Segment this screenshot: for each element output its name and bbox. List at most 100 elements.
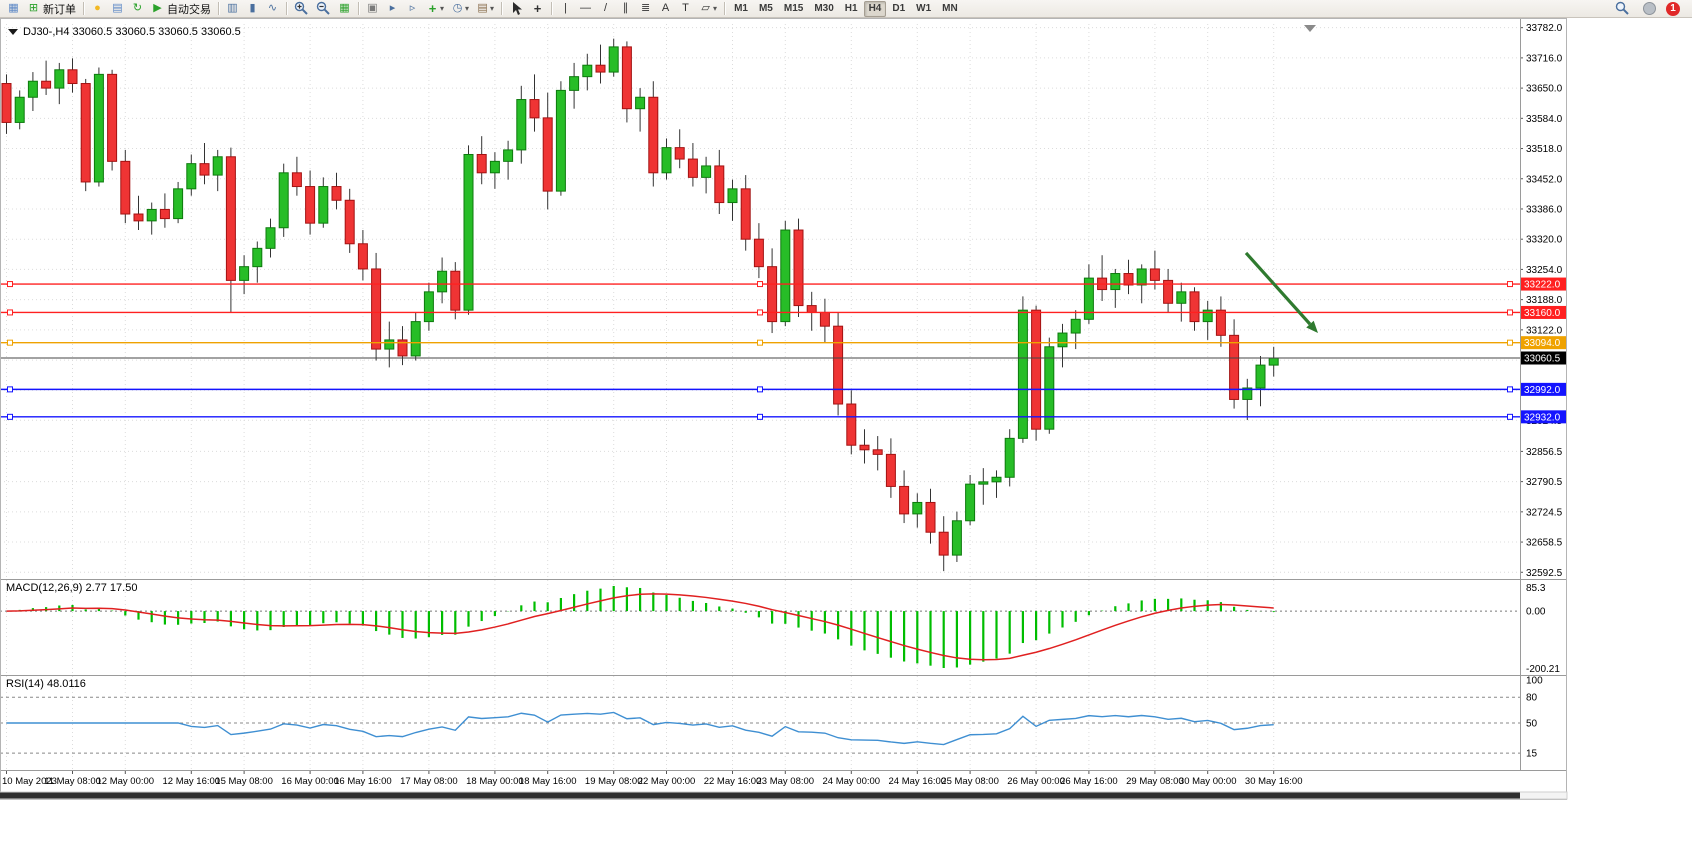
refresh-icon[interactable]: ↻	[132, 2, 143, 14]
timeframe-m5-button[interactable]: M5	[758, 3, 773, 14]
chart-shift-icon[interactable]: ▹	[409, 2, 416, 14]
channel-icon[interactable]: ∥	[622, 2, 629, 14]
svg-text:24 May 00:00: 24 May 00:00	[823, 776, 881, 787]
trendline-icon[interactable]: /	[604, 2, 608, 14]
indicators-icon[interactable]: + ▾	[428, 1, 445, 16]
svg-text:16 May 16:00: 16 May 16:00	[334, 776, 392, 787]
svg-text:30 May 00:00: 30 May 00:00	[1179, 776, 1237, 787]
svg-text:18 May 16:00: 18 May 16:00	[519, 776, 577, 787]
svg-text:33188.0: 33188.0	[1526, 295, 1563, 306]
timeframe-m1-button[interactable]: M1	[734, 3, 748, 14]
svg-text:12 May 00:00: 12 May 00:00	[97, 776, 155, 787]
new-chart-icon[interactable]: ▦	[8, 2, 19, 14]
svg-text:33160.0: 33160.0	[1524, 308, 1561, 319]
notification-badge[interactable]: 1	[1666, 1, 1680, 16]
toolbar-separator	[724, 2, 726, 15]
chart-canvas[interactable]: 33782.0 33716.0 33650.0 33584.0 33518.0 33452…	[0, 18, 1692, 860]
horizontal-line-icon[interactable]: —	[580, 2, 592, 14]
text-label-icon[interactable]: T	[682, 2, 689, 14]
svg-text:17 May 08:00: 17 May 08:00	[400, 776, 458, 787]
price-tag-32932.0: 32932.0	[1521, 410, 1566, 424]
zoom-out-icon[interactable]	[313, 1, 334, 17]
lightbulb-icon[interactable]: ●	[94, 2, 101, 14]
svg-text:33222.0: 33222.0	[1524, 280, 1561, 291]
svg-text:15: 15	[1526, 749, 1538, 760]
svg-text:-200.21: -200.21	[1526, 664, 1560, 675]
candlestick-chart-icon[interactable]: ▮	[249, 2, 256, 14]
svg-text:11 May 08:00: 11 May 08:00	[44, 776, 101, 787]
bar-chart-icon[interactable]: ▥	[227, 2, 238, 14]
hline-33094.0[interactable]	[0, 339, 1520, 346]
svg-text:33452.0: 33452.0	[1526, 174, 1563, 185]
timeframe-m15-button[interactable]: M15	[783, 3, 804, 14]
svg-text:0.00: 0.00	[1526, 607, 1546, 618]
price-tag-33160.0: 33160.0	[1521, 305, 1566, 319]
timeframe-w1-button[interactable]: W1	[916, 3, 932, 14]
price-tag-33222.0: 33222.0	[1521, 277, 1566, 291]
timeframe-h1-button[interactable]: H1	[844, 3, 858, 14]
crosshair-icon[interactable]: +	[533, 1, 542, 16]
svg-text:33122.0: 33122.0	[1526, 325, 1563, 336]
community-icon[interactable]	[1643, 2, 1656, 15]
zoom-in-icon[interactable]	[291, 1, 312, 17]
svg-text:15 May 08:00: 15 May 08:00	[215, 776, 273, 787]
svg-text:80: 80	[1526, 693, 1538, 704]
line-chart-icon[interactable]: ∿	[267, 2, 278, 14]
autotrade-button[interactable]: ▶ 自动交易	[153, 2, 211, 16]
svg-text:32856.5: 32856.5	[1526, 447, 1563, 458]
svg-text:22 May 16:00: 22 May 16:00	[704, 776, 762, 787]
chart-dropdown-icon[interactable]	[8, 29, 18, 35]
toolbar-separator	[358, 2, 359, 15]
cursor-icon[interactable]	[506, 1, 527, 17]
svg-text:33584.0: 33584.0	[1526, 114, 1563, 125]
shapes-icon-dropdown[interactable]: ▾	[713, 4, 718, 13]
hline-33160.0[interactable]	[0, 309, 1520, 316]
timeframe-mn-button[interactable]: MN	[942, 3, 958, 14]
svg-text:30 May 16:00: 30 May 16:00	[1245, 776, 1303, 787]
tile-windows-icon[interactable]: ▦	[339, 2, 350, 14]
chart-shift-marker[interactable]	[1304, 25, 1316, 32]
timeframe-d1-button[interactable]: D1	[892, 3, 906, 14]
templates-icon-dropdown[interactable]: ▾	[490, 4, 495, 13]
vertical-line-icon[interactable]: |	[564, 2, 567, 14]
auto-arrange-icon[interactable]: ▣	[367, 2, 378, 14]
svg-text:85.3: 85.3	[1526, 583, 1546, 594]
new-order-button[interactable]: ⊞ 新订单	[28, 2, 76, 16]
svg-text:26 May 16:00: 26 May 16:00	[1060, 776, 1118, 787]
chart-window: 33782.0 33716.0 33650.0 33584.0 33518.0 33452…	[0, 18, 1692, 860]
hline-32992.0[interactable]	[0, 386, 1520, 393]
hline-32932.0[interactable]	[0, 413, 1520, 420]
svg-text:32790.5: 32790.5	[1526, 477, 1563, 488]
shapes-icon[interactable]: ▱ ▾	[701, 2, 718, 14]
price-axis: 33782.0 33716.0 33650.0 33584.0 33518.0 33452…	[1520, 23, 1563, 579]
templates-icon[interactable]: ▤ ▾	[477, 2, 495, 14]
svg-text:32932.0: 32932.0	[1524, 412, 1561, 423]
periods-icon[interactable]: ◷ ▾	[452, 2, 470, 14]
svg-text:24 May 16:00: 24 May 16:00	[889, 776, 947, 787]
svg-text:16 May 00:00: 16 May 00:00	[281, 776, 339, 787]
fibonacci-icon[interactable]: ≣	[640, 2, 651, 14]
market-depth-icon[interactable]: ▤	[112, 2, 123, 14]
h-scrollbar-thumb[interactable]	[0, 792, 1520, 799]
svg-text:32992.0: 32992.0	[1524, 385, 1561, 396]
svg-text:33060.5: 33060.5	[1524, 354, 1561, 365]
trend-arrow[interactable]	[1244, 251, 1318, 334]
search-icon[interactable]	[1612, 1, 1633, 17]
periods-icon-dropdown[interactable]: ▾	[465, 4, 470, 13]
svg-text:33782.0: 33782.0	[1526, 23, 1563, 34]
macd-label: MACD(12,26,9) 2.77 17.50	[6, 582, 137, 594]
toolbar-right-icons: 1	[1612, 1, 1688, 17]
text-icon[interactable]: A	[661, 2, 670, 14]
svg-text:33254.0: 33254.0	[1526, 265, 1563, 276]
timeframe-h4-button[interactable]: H4	[863, 0, 887, 17]
timeframe-m30-button[interactable]: M30	[814, 3, 834, 14]
svg-text:29 May 08:00: 29 May 08:00	[1126, 776, 1184, 787]
price-tag-33094.0: 33094.0	[1521, 336, 1566, 350]
hline-33222.0[interactable]	[0, 281, 1520, 288]
toolbar-separator	[501, 2, 503, 15]
indicators-icon-dropdown[interactable]: ▾	[440, 4, 445, 13]
auto-scroll-icon[interactable]: ▸	[389, 2, 396, 14]
svg-text:33716.0: 33716.0	[1526, 53, 1563, 64]
svg-text:33650.0: 33650.0	[1526, 84, 1563, 95]
